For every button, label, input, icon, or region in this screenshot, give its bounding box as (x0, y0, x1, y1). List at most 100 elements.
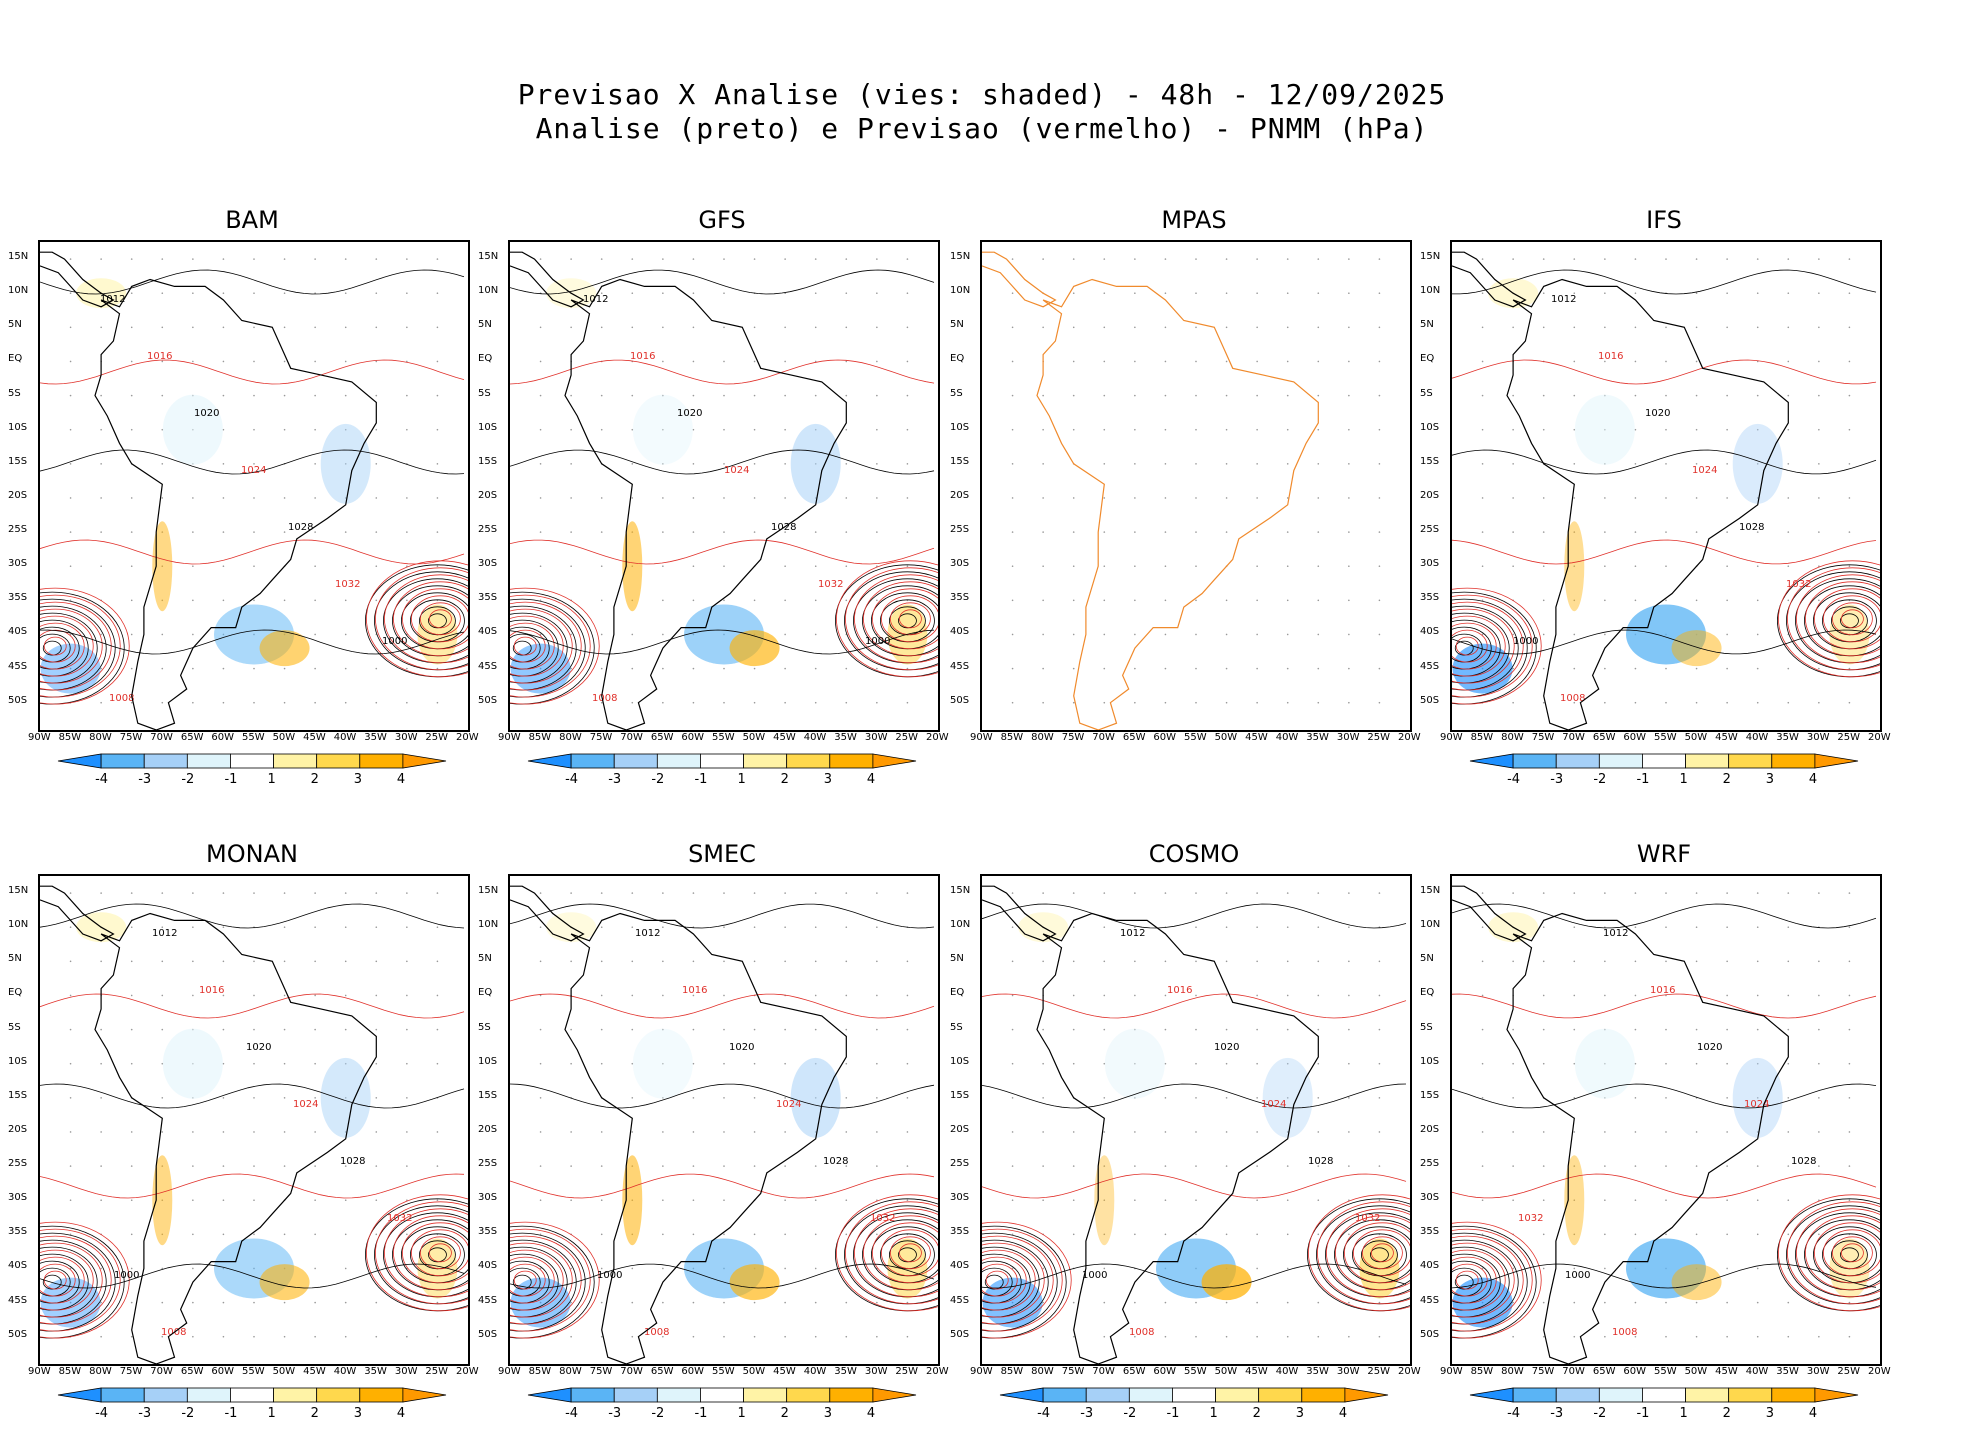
lat-tick-label: 35S (1420, 1226, 1440, 1238)
lat-tick-label: 40S (1420, 626, 1440, 638)
colorbar-tick-label: -2 (651, 772, 665, 787)
lon-tick-label: 45W (1715, 1366, 1738, 1377)
isobar-label: 1032 (387, 1213, 412, 1224)
lon-tick-label: 60W (1623, 732, 1647, 743)
lon-tick-label: 75W (589, 1366, 613, 1377)
lon-tick-label: 60W (1153, 1366, 1177, 1377)
lat-tick-label: 45S (8, 660, 28, 672)
lon-tick-label: 45W (303, 732, 326, 743)
lon-tick-label: 20W (1398, 1366, 1421, 1377)
lat-tick-label: 50S (1420, 694, 1440, 706)
colorbar-tick-label: -1 (694, 772, 708, 787)
lat-tick-label: 5S (1420, 387, 1433, 399)
lat-tick-label: 45S (950, 660, 970, 672)
colorbar-tick-label: -1 (224, 1406, 238, 1421)
lat-tick-label: 15N (478, 251, 499, 263)
lat-tick-label: 25S (950, 524, 970, 536)
lat-tick-label: 20S (8, 489, 28, 501)
lon-tick-label: 90W (498, 732, 521, 743)
lon-tick-label: 85W (58, 1366, 82, 1377)
lon-tick-label: 70W (150, 732, 173, 743)
lon-tick-label: 75W (1061, 1366, 1085, 1377)
colorbar-tick-label: -4 (1507, 1406, 1521, 1421)
map-panel-smec: 1012 1016 1020 1024 1028 1032 1000 1008 (508, 874, 940, 1366)
lon-tick-label: 40W (803, 1366, 827, 1377)
lat-tick-label: 15N (1420, 251, 1441, 263)
lat-tick-label: 5S (478, 1021, 491, 1033)
isobar-label: 1024 (241, 465, 266, 476)
colorbar-monan (38, 1386, 466, 1408)
lon-tick-label: 50W (272, 1366, 296, 1377)
colorbar-tick-label: -2 (1593, 772, 1607, 787)
lon-tick-label: 85W (1470, 732, 1494, 743)
lon-tick-label: 30W (864, 732, 888, 743)
lat-tick-label: 35S (8, 592, 28, 604)
colorbar-tick-label: 1 (1679, 772, 1688, 787)
lon-tick-label: 50W (742, 732, 766, 743)
lat-tick-label: 20S (8, 1123, 28, 1135)
lon-tick-label: 20W (1398, 732, 1421, 743)
lat-tick-label: 15N (950, 251, 971, 263)
isobar-label: 1008 (109, 693, 134, 704)
lat-tick-label: 10S (950, 1055, 970, 1067)
lat-tick-label: 10S (1420, 1055, 1440, 1067)
lat-tick-label: 25S (478, 524, 498, 536)
lat-tick-label: 15S (1420, 1089, 1440, 1101)
isobar-label: 1008 (592, 693, 617, 704)
colorbar-tick-label: 2 (310, 1406, 319, 1421)
lon-tick-label: 85W (1000, 1366, 1024, 1377)
isobar-label: 1024 (293, 1099, 318, 1110)
isobar-label: 1020 (246, 1042, 271, 1053)
lon-tick-label: 55W (1184, 1366, 1207, 1377)
isobar-label: 1028 (823, 1156, 848, 1167)
lon-tick-label: 35W (1306, 732, 1329, 743)
isobar-label: 1016 (1598, 351, 1623, 362)
panel-title-smec: SMEC (688, 840, 756, 868)
lat-tick-label: 25S (1420, 1158, 1440, 1170)
map-panel-gfs: 1012 1016 1020 1024 1028 1032 1000 1008 (508, 240, 940, 732)
lat-tick-label: 10S (478, 1055, 498, 1067)
lat-tick-label: EQ (1420, 987, 1435, 999)
lat-tick-label: 5N (8, 319, 22, 331)
lat-tick-label: 30S (1420, 1192, 1440, 1204)
lat-tick-label: 35S (8, 1226, 28, 1238)
lon-tick-label: 25W (425, 1366, 449, 1377)
lon-tick-label: 80W (1031, 1366, 1054, 1377)
lat-tick-label: 5N (478, 953, 492, 965)
lon-tick-label: 60W (211, 732, 235, 743)
lon-tick-label: 20W (1868, 1366, 1891, 1377)
isobar-label: 1016 (199, 985, 224, 996)
lon-tick-label: 55W (242, 1366, 265, 1377)
colorbar-tick-label: -3 (608, 772, 622, 787)
lon-tick-label: 80W (89, 732, 112, 743)
lat-tick-label: 5S (8, 387, 21, 399)
lon-tick-label: 35W (364, 732, 387, 743)
lon-tick-label: 45W (773, 1366, 796, 1377)
colorbar-tick-label: 1 (1209, 1406, 1218, 1421)
lat-tick-label: 35S (1420, 592, 1440, 604)
isobar-label: 1000 (1082, 1270, 1107, 1281)
lon-tick-label: 20W (456, 1366, 479, 1377)
lon-tick-label: 25W (1837, 1366, 1861, 1377)
lon-tick-label: 20W (456, 732, 479, 743)
lat-tick-label: 45S (478, 660, 498, 672)
lat-tick-label: 45S (1420, 660, 1440, 672)
isobar-label: 1020 (677, 408, 702, 419)
colorbar-tick-label: 4 (396, 772, 406, 787)
colorbar-ifs (1450, 752, 1878, 774)
isobar-label: 1008 (1129, 1327, 1154, 1338)
lon-tick-label: 45W (1245, 1366, 1268, 1377)
lat-tick-label: 15N (8, 885, 29, 897)
isobar-label: 1000 (1565, 1270, 1590, 1281)
lat-tick-label: 10S (8, 1055, 28, 1067)
lat-tick-label: 10N (478, 285, 499, 297)
lon-tick-label: 30W (864, 1366, 888, 1377)
colorbar-tick-label: 3 (1765, 1406, 1775, 1421)
lon-tick-label: 50W (1214, 1366, 1238, 1377)
lat-tick-label: 5S (8, 1021, 21, 1033)
lon-tick-label: 75W (1061, 732, 1085, 743)
panel-title-gfs: GFS (698, 206, 746, 234)
isobar-label: 1020 (194, 408, 219, 419)
lon-tick-label: 90W (498, 1366, 521, 1377)
lon-tick-label: 45W (1245, 732, 1268, 743)
